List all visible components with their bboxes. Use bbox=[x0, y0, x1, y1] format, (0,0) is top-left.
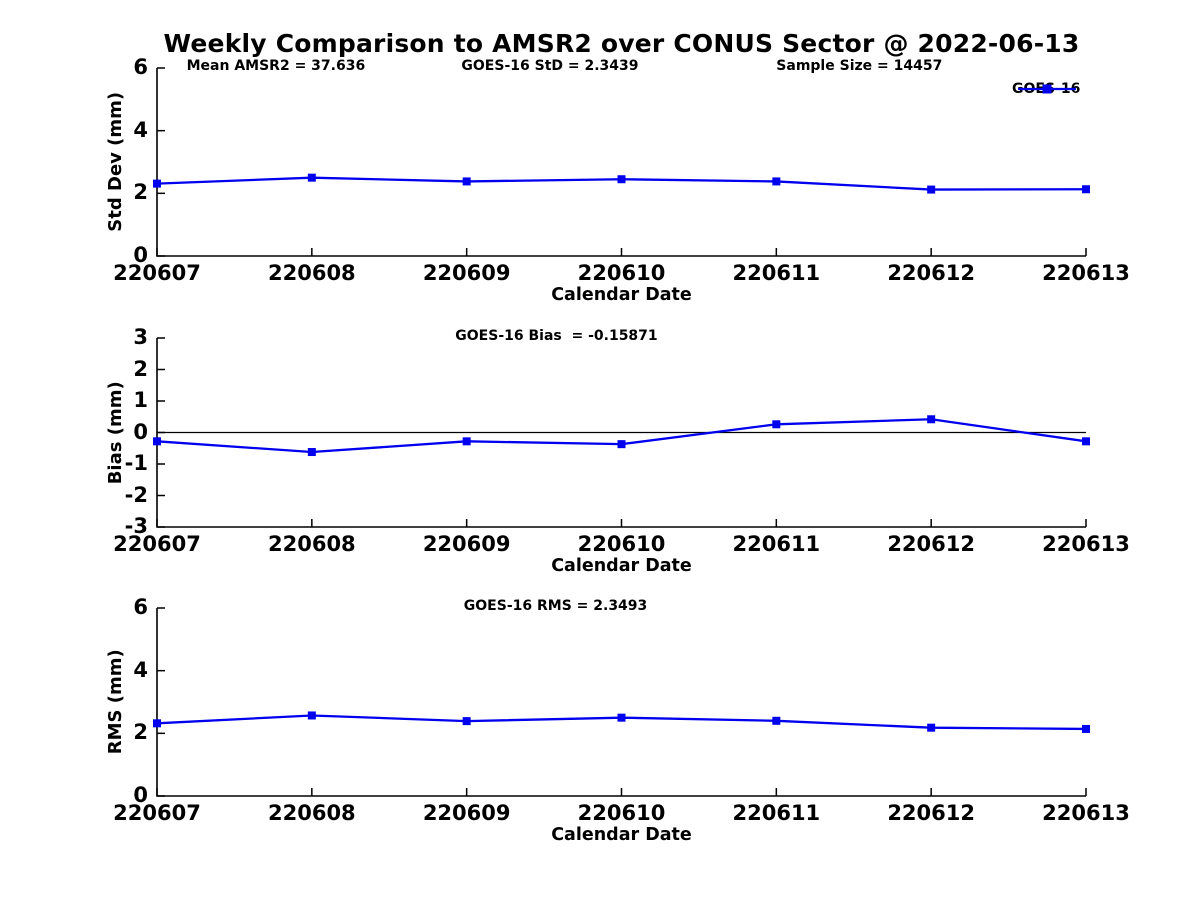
y-tick-label: 0 bbox=[133, 783, 148, 807]
y-tick-label: 4 bbox=[133, 117, 148, 142]
rms-chart bbox=[153, 607, 1090, 797]
data-point-marker bbox=[462, 177, 471, 186]
x-axis-title: Calendar Date bbox=[551, 825, 692, 845]
x-tick-label: 220610 bbox=[577, 801, 666, 825]
x-tick-label: 220609 bbox=[422, 801, 511, 825]
data-point-marker bbox=[307, 173, 316, 182]
y-tick-label: 2 bbox=[133, 180, 148, 205]
x-tick-label: 220607 bbox=[113, 801, 201, 825]
x-tick-label: 220609 bbox=[422, 532, 511, 556]
data-point-marker bbox=[1082, 185, 1090, 194]
y-axis-title: Bias (mm) bbox=[105, 380, 127, 484]
y-tick-label: 6 bbox=[133, 55, 148, 79]
y-tick-label: 0 bbox=[133, 419, 148, 444]
y-tick-label: 2 bbox=[133, 720, 148, 745]
x-tick-label: 220613 bbox=[1042, 261, 1130, 285]
data-point-marker bbox=[1082, 437, 1090, 446]
legend: GOES-16 bbox=[1012, 80, 1080, 98]
data-point-marker bbox=[772, 716, 781, 725]
stddev-chart bbox=[153, 67, 1090, 257]
data-point-marker bbox=[153, 437, 161, 446]
y-tick-label: -3 bbox=[124, 514, 148, 538]
x-tick-label: 220608 bbox=[267, 532, 356, 556]
x-tick-label: 220610 bbox=[577, 261, 666, 285]
y-axis-title: Std Dev (mm) bbox=[105, 91, 127, 232]
data-point-marker bbox=[1082, 724, 1090, 733]
x-tick-label: 220608 bbox=[267, 801, 356, 825]
bias-chart bbox=[153, 337, 1090, 528]
axis-line bbox=[156, 608, 1086, 797]
x-tick-label: 220611 bbox=[732, 532, 821, 556]
annotation: GOES-16 RMS = 2.3493 bbox=[463, 598, 648, 614]
y-tick-label: 3 bbox=[133, 325, 148, 349]
data-point-marker bbox=[617, 440, 626, 449]
data-point-marker bbox=[927, 185, 936, 194]
data-point-marker bbox=[307, 448, 316, 457]
data-point-marker bbox=[462, 437, 471, 446]
x-tick-label: 220610 bbox=[577, 532, 666, 556]
data-point-marker bbox=[153, 719, 161, 728]
legend-line-marker-icon bbox=[1018, 84, 1076, 94]
x-tick-label: 220612 bbox=[887, 261, 975, 285]
annotation: GOES-16 Bias = -0.15871 bbox=[455, 328, 658, 344]
y-tick-label: 0 bbox=[133, 243, 148, 267]
x-tick-label: 220608 bbox=[267, 261, 356, 285]
x-tick-label: 220611 bbox=[732, 261, 821, 285]
data-point-marker bbox=[772, 177, 781, 186]
y-tick-label: 4 bbox=[133, 657, 148, 682]
annotation: GOES-16 StD = 2.3439 bbox=[461, 58, 639, 74]
chart-title: Weekly Comparison to AMSR2 over CONUS Se… bbox=[163, 29, 1080, 58]
y-axis-title: RMS (mm) bbox=[105, 649, 127, 755]
y-tick-label: 6 bbox=[133, 595, 148, 619]
data-point-marker bbox=[153, 179, 161, 188]
x-tick-label: 220607 bbox=[113, 532, 201, 556]
data-point-marker bbox=[307, 711, 316, 720]
data-point-marker bbox=[617, 175, 626, 184]
x-axis-title: Calendar Date bbox=[551, 285, 692, 305]
axis-line bbox=[156, 68, 1086, 257]
x-tick-label: 220609 bbox=[422, 261, 511, 285]
x-tick-label: 220613 bbox=[1042, 801, 1130, 825]
y-tick-label: -2 bbox=[124, 482, 148, 507]
x-tick-label: 220611 bbox=[732, 801, 821, 825]
data-point-marker bbox=[462, 717, 471, 726]
annotation: Sample Size = 14457 bbox=[776, 58, 943, 74]
data-point-marker bbox=[617, 713, 626, 722]
y-tick-label: -1 bbox=[124, 451, 148, 475]
y-tick-label: 2 bbox=[133, 356, 148, 381]
x-tick-label: 220613 bbox=[1042, 532, 1130, 556]
data-point-marker bbox=[927, 415, 936, 424]
data-point-marker bbox=[772, 420, 781, 429]
annotation: Mean AMSR2 = 37.636 bbox=[186, 58, 366, 74]
x-tick-label: 220612 bbox=[887, 801, 975, 825]
x-tick-label: 220612 bbox=[887, 532, 975, 556]
y-tick-label: 1 bbox=[133, 388, 148, 412]
x-axis-title: Calendar Date bbox=[551, 556, 692, 576]
data-point-marker bbox=[927, 723, 936, 732]
x-tick-label: 220607 bbox=[113, 261, 201, 285]
